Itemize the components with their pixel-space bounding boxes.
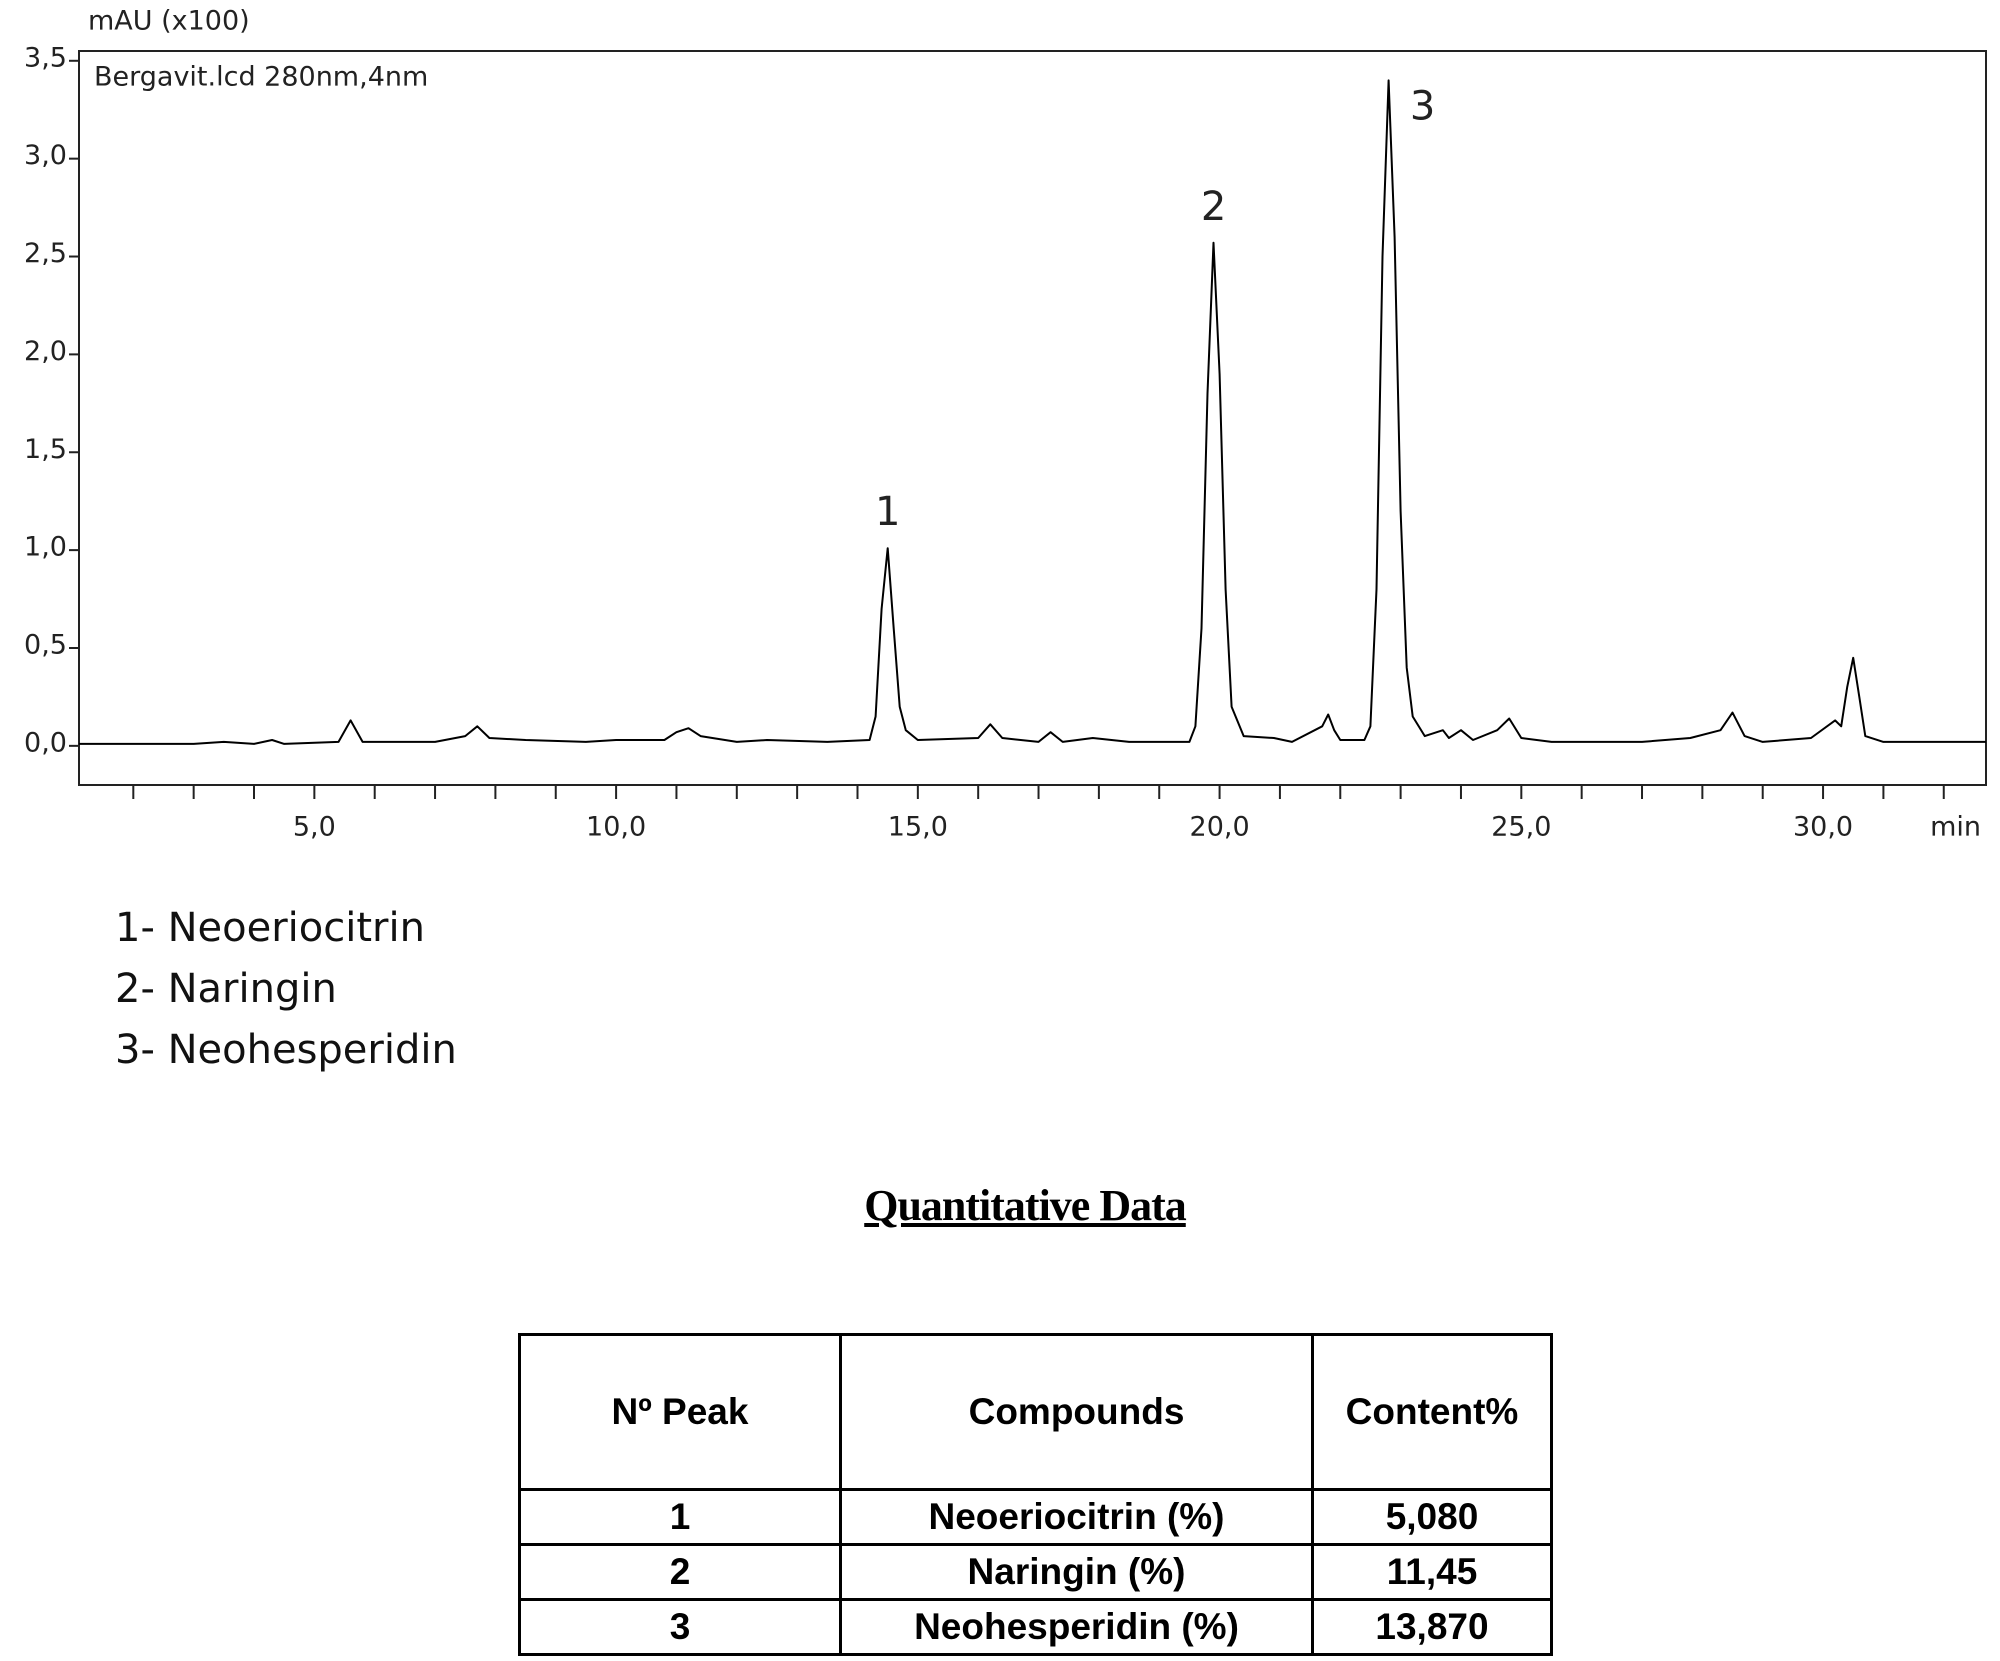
y-tick-label: 2,0 [24, 336, 67, 367]
cell: Neoeriocitrin (%) [839, 1488, 1314, 1546]
x-tick-label: 15,0 [888, 812, 948, 843]
cell: Neohesperidin (%) [839, 1598, 1314, 1656]
header-cell: Content% [1311, 1333, 1553, 1491]
cell: 5,080 [1311, 1488, 1553, 1546]
legend-item: 1- Neoeriocitrin [115, 905, 425, 951]
cell: 11,45 [1311, 1543, 1553, 1601]
table-title: Quantitative Data [864, 1181, 1187, 1230]
y-tick-label: 1,5 [24, 434, 67, 465]
cell: 13,870 [1311, 1598, 1553, 1656]
y-tick-label: 0,0 [24, 727, 67, 758]
cell: Naringin (%) [839, 1543, 1314, 1601]
peak-label: 3 [1410, 83, 1435, 129]
x-tick-label: 30,0 [1793, 812, 1853, 843]
x-tick-label: 20,0 [1190, 812, 1250, 843]
peak-label: 2 [1201, 184, 1226, 230]
y-tick-label: 3,0 [24, 140, 67, 171]
cell: 2 [518, 1543, 842, 1601]
legend-item: 2- Naringin [115, 966, 337, 1012]
x-axis-label: min [1930, 812, 1981, 843]
chart-note: Bergavit.lcd 280nm,4nm [94, 62, 428, 93]
y-tick-label: 2,5 [24, 238, 67, 269]
x-tick-label: 25,0 [1491, 812, 1551, 843]
y-tick-label: 0,5 [24, 629, 67, 660]
plot-frame [78, 50, 1987, 786]
y-tick-label: 1,0 [24, 532, 67, 563]
chart: mAU (x100) min Bergavit.lcd 280nm,4nm 0,… [24, 6, 1987, 843]
x-tick-label: 10,0 [586, 812, 646, 843]
x-tick-label: 5,0 [293, 812, 336, 843]
cell: 1 [518, 1488, 842, 1546]
data-table: Nº Peak Compounds Content% 1 Neoeriocitri… [518, 1333, 1553, 1656]
header-cell: Nº Peak [518, 1333, 842, 1491]
chromatogram-line [79, 79, 1986, 745]
legend-item: 3- Neohesperidin [115, 1027, 457, 1073]
cell: 3 [518, 1598, 842, 1656]
y-tick-label: 3,5 [24, 42, 67, 73]
y-axis-label: mAU (x100) [88, 6, 250, 37]
peak-label: 1 [875, 489, 900, 535]
header-cell: Compounds [839, 1333, 1314, 1491]
